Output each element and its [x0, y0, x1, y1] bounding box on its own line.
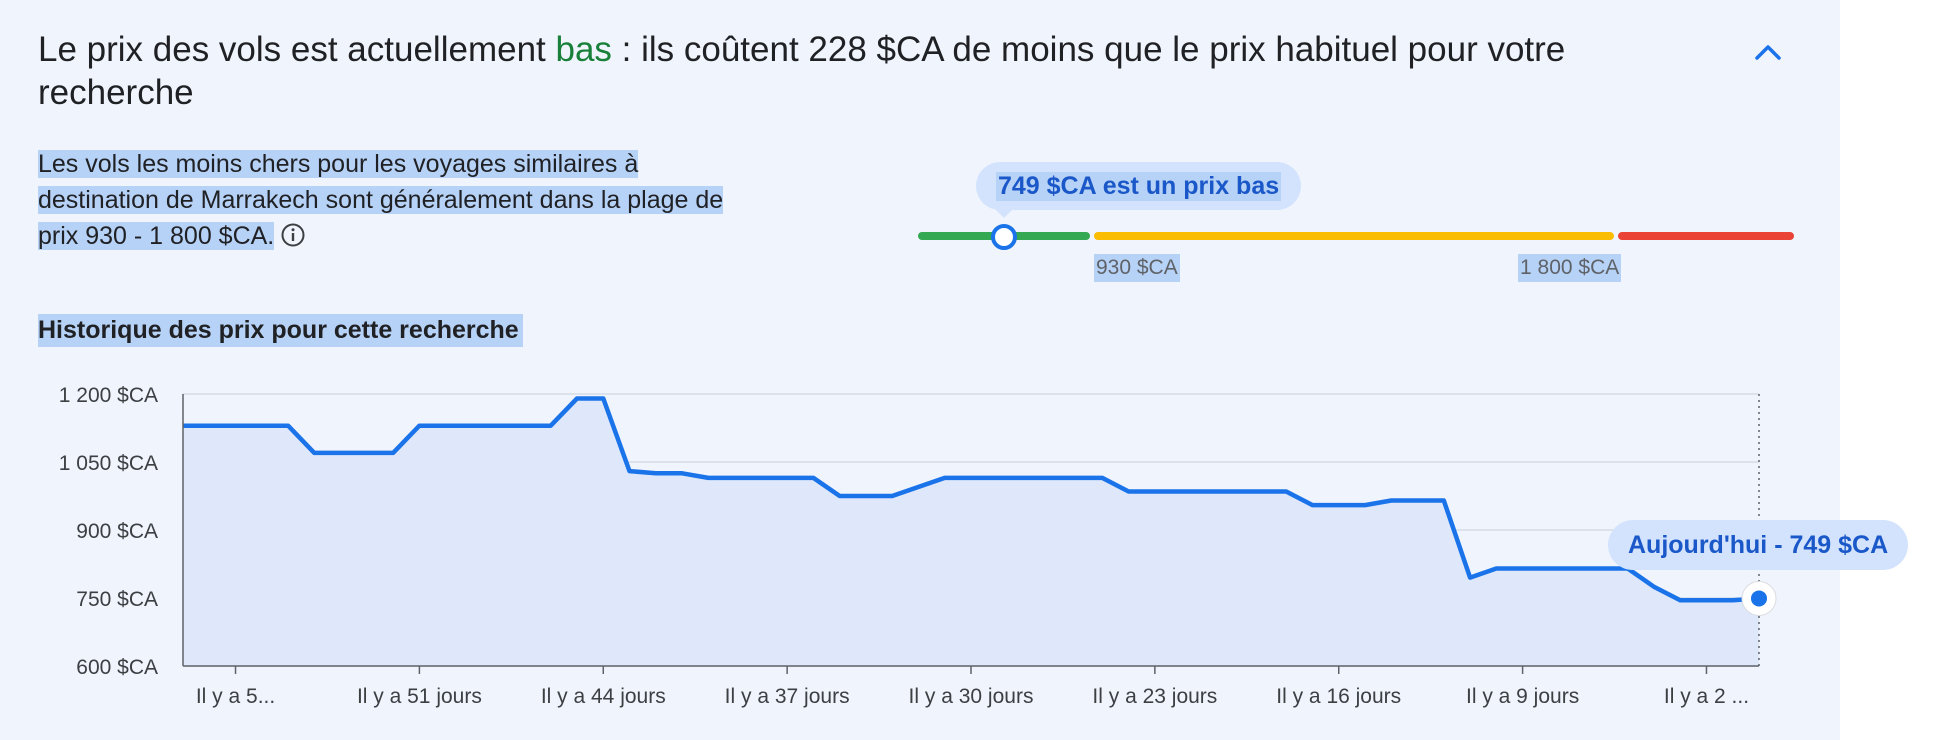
collapse-button[interactable] — [1744, 28, 1792, 76]
price-history-line — [183, 396, 1760, 603]
title-suffix: : ils coûtent 228 $CA de moins que le pr… — [38, 30, 1566, 112]
x-tick-label: Il y a 16 jours — [1276, 685, 1401, 708]
y-tick-label: 1 050 $CA — [59, 452, 158, 475]
current-price-bubble: 749 $CA est un prix bas — [976, 162, 1302, 210]
range-high-bound-label: 1 800 $CA — [1518, 254, 1622, 282]
y-tick-label: 900 $CA — [76, 520, 158, 543]
x-tick-label: Il y a 5... — [196, 685, 275, 708]
price-history-title: Historique des prix pour cette recherche — [38, 314, 523, 347]
range-low-bound-label: 930 $CA — [1094, 254, 1180, 282]
x-tick-label: Il y a 2 ... — [1664, 685, 1749, 708]
current-price-marker — [991, 224, 1017, 250]
chevron-up-icon — [1755, 45, 1781, 60]
x-tick-label: Il y a 9 jours — [1466, 685, 1579, 708]
x-tick-label: Il y a 44 jours — [541, 685, 666, 708]
price-level-highlight: bas — [555, 30, 612, 69]
current-price-bubble-tail — [994, 208, 1014, 218]
today-price-bubble: Aujourd'hui - 749 $CA — [1608, 520, 1909, 570]
high-price-segment — [1618, 232, 1794, 240]
typical-price-text: Les vols les moins chers pour les voyage… — [38, 150, 724, 250]
y-tick-label: 600 $CA — [76, 656, 158, 679]
current-price-label: 749 $CA est un prix bas — [996, 171, 1282, 201]
today-price-point — [1751, 590, 1767, 607]
y-tick-label: 750 $CA — [76, 588, 158, 611]
x-tick-label: Il y a 30 jours — [909, 685, 1034, 708]
today-price-label: Aujourd'hui - 749 $CA — [1628, 530, 1889, 559]
x-tick-label: Il y a 23 jours — [1092, 685, 1217, 708]
price-range-bar — [918, 232, 1794, 240]
price-area-fill — [183, 398, 1759, 666]
y-tick-label: 1 200 $CA — [59, 384, 158, 407]
typical-price-segment — [1094, 232, 1614, 240]
info-icon[interactable] — [280, 222, 306, 248]
x-tick-label: Il y a 51 jours — [357, 685, 482, 708]
x-tick-label: Il y a 37 jours — [725, 685, 850, 708]
price-status-title: Le prix des vols est actuellement bas : … — [38, 28, 1658, 114]
title-prefix: Le prix des vols est actuellement — [38, 30, 556, 69]
typical-price-description: Les vols les moins chers pour les voyage… — [38, 146, 758, 254]
price-history-chart: 1 200 $CA 1 050 $CA 900 $CA 750 $CA 600 $CA I… — [59, 384, 1777, 708]
